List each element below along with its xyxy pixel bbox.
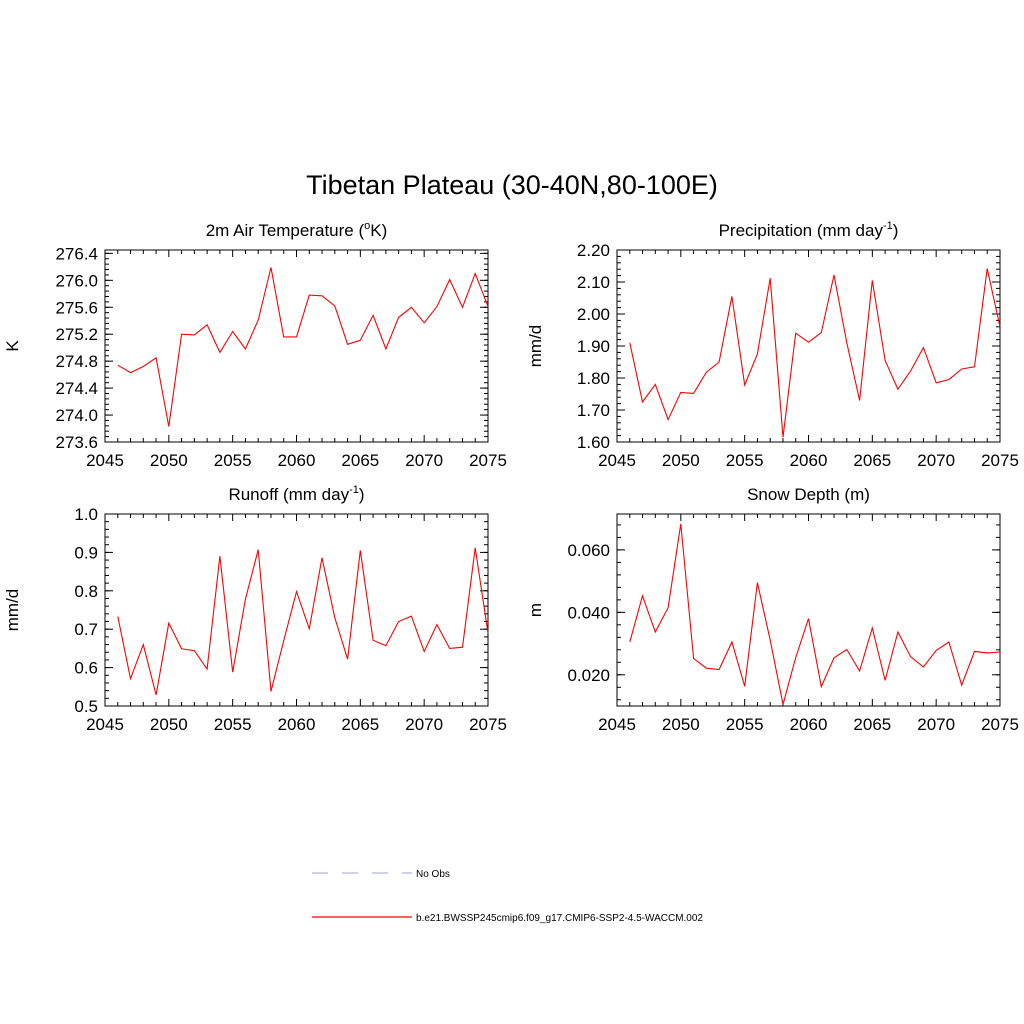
x-tick-label: 2075 <box>469 715 507 734</box>
y-tick-label: 1.0 <box>74 505 98 524</box>
y-tick-label: 274.4 <box>55 379 98 398</box>
y-axis-title: mm/d <box>526 325 545 368</box>
y-tick-label: 275.6 <box>55 298 98 317</box>
x-tick-label: 2045 <box>86 451 124 470</box>
y-tick-label: 1.80 <box>577 369 610 388</box>
y-tick-label: 0.060 <box>567 541 610 560</box>
panel-title: Snow Depth (m) <box>747 485 870 504</box>
series-line <box>117 267 489 427</box>
x-tick-label: 2060 <box>278 715 316 734</box>
x-tick-label: 2070 <box>917 451 955 470</box>
y-axis-title: m <box>526 603 545 617</box>
x-tick-label: 2045 <box>598 715 636 734</box>
x-tick-label: 2055 <box>726 715 764 734</box>
x-tick-label: 2060 <box>790 451 828 470</box>
y-tick-label: 0.5 <box>74 697 98 716</box>
legend-label: b.e21.BWSSP245cmip6.f09_g17.CMIP6-SSP2-4… <box>416 913 703 924</box>
x-tick-label: 2050 <box>662 715 700 734</box>
panel-2: 2045 2050 2055 2060 2065 2070 2075 1.60 1.70 1.80… <box>526 220 1019 470</box>
panel-4: 2045 2050 2055 2060 2065 2070 2075 0.020 0.040 0.… <box>526 485 1019 734</box>
y-tick-label: 0.8 <box>74 582 98 601</box>
x-tick-label: 2050 <box>150 451 188 470</box>
x-tick-label: 2050 <box>662 451 700 470</box>
y-tick-label: 274.8 <box>55 352 98 371</box>
panel-3: 2045 2050 2055 2060 2065 2070 2075 0.5 0.6 0.7 0.8… <box>3 484 507 734</box>
panel-1: 2045 2050 2055 2060 2065 2070 2075 273.6 274.0 27… <box>3 220 507 470</box>
series-line <box>629 523 1001 705</box>
panel-title: Runoff (mm day-1) <box>228 484 364 504</box>
x-tick-label: 2065 <box>341 715 379 734</box>
figure-title: Tibetan Plateau (30-40N,80-100E) <box>306 170 718 200</box>
panel-title: 2m Air Temperature (oK) <box>206 220 388 240</box>
plot-frame <box>104 249 489 443</box>
y-tick-label: 273.6 <box>55 433 98 452</box>
x-tick-label: 2065 <box>853 715 891 734</box>
y-axis-title: mm/d <box>3 589 22 632</box>
y-tick-label: 2.00 <box>577 305 610 324</box>
plot-frame <box>616 513 1001 707</box>
y-axis-title: K <box>3 340 22 352</box>
x-tick-label: 2045 <box>86 715 124 734</box>
x-tick-label: 2060 <box>790 715 828 734</box>
x-tick-label: 2070 <box>917 715 955 734</box>
y-tick-label: 2.20 <box>577 241 610 260</box>
y-tick-label: 0.020 <box>567 666 610 685</box>
legend: No Obs b.e21.BWSSP245cmip6.f09_g17.CMIP6-… <box>312 869 703 924</box>
x-tick-label: 2065 <box>853 451 891 470</box>
y-tick-label: 0.6 <box>74 659 98 678</box>
series-line <box>629 268 1001 438</box>
y-tick-label: 275.2 <box>55 325 98 344</box>
x-tick-label: 2075 <box>469 451 507 470</box>
y-tick-label: 0.7 <box>74 620 98 639</box>
y-tick-label: 276.4 <box>55 244 98 263</box>
x-tick-label: 2075 <box>981 451 1019 470</box>
y-tick-label: 276.0 <box>55 271 98 290</box>
y-tick-label: 274.0 <box>55 406 98 425</box>
legend-label: No Obs <box>416 869 450 880</box>
y-tick-label: 0.9 <box>74 543 98 562</box>
x-tick-label: 2070 <box>405 715 443 734</box>
plot-frame <box>104 513 489 707</box>
x-tick-label: 2060 <box>278 451 316 470</box>
x-tick-label: 2075 <box>981 715 1019 734</box>
x-tick-label: 2050 <box>150 715 188 734</box>
x-tick-label: 2055 <box>726 451 764 470</box>
x-tick-label: 2055 <box>214 715 252 734</box>
y-tick-label: 1.90 <box>577 337 610 356</box>
y-tick-label: 1.70 <box>577 401 610 420</box>
x-tick-label: 2045 <box>598 451 636 470</box>
y-tick-label: 2.10 <box>577 273 610 292</box>
series-line <box>117 547 489 696</box>
y-tick-label: 0.040 <box>567 603 610 622</box>
y-tick-label: 1.60 <box>577 433 610 452</box>
x-tick-label: 2070 <box>405 451 443 470</box>
plot-frame <box>616 249 1001 443</box>
x-tick-label: 2065 <box>341 451 379 470</box>
x-tick-label: 2055 <box>214 451 252 470</box>
panel-title: Precipitation (mm day-1) <box>719 220 899 240</box>
